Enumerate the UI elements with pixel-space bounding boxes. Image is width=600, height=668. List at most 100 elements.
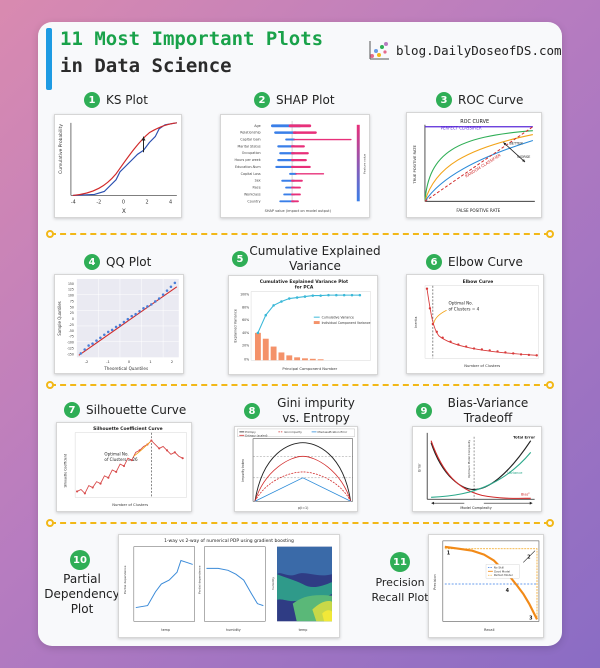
shap-plot-title: SHAP Plot bbox=[276, 93, 335, 107]
silhouette-annotation-1: Optimal No. bbox=[104, 451, 128, 456]
cev-label: 5 Cumulative Explained Variance bbox=[232, 244, 382, 274]
ks-xlabel: X bbox=[122, 209, 126, 215]
pr-legend-2: Good Model bbox=[494, 569, 511, 573]
bias-variance-label-line-1: Bias-Variance bbox=[447, 396, 529, 410]
bv-xlabel: Model Complexity bbox=[460, 506, 491, 510]
pdp-title: 1-way vs 2-way of numerical PDP using gr… bbox=[164, 538, 294, 544]
pdp-xlabel-2: humidity bbox=[226, 628, 241, 632]
bv-bias: Bias² bbox=[521, 492, 530, 496]
gini-entropy-plot: Entropy Gini impurity Misclassification … bbox=[234, 426, 358, 512]
qq-ytick-12: -125 bbox=[67, 346, 74, 350]
bv-variance: Variance bbox=[507, 471, 522, 475]
ks-plot-label: 1 KS Plot bbox=[84, 92, 148, 108]
bias-variance-plot: Total Error Variance Bias² Optimum Model… bbox=[412, 426, 542, 512]
gini-legend-3: Misclassification Error bbox=[317, 430, 347, 434]
pdp-plot: 1-way vs 2-way of numerical PDP using gr… bbox=[118, 534, 340, 638]
roc-plot: ROC CURVE PERFECT CLASSIFIER BETTER WORS… bbox=[406, 112, 542, 218]
qq-plot-title: QQ Plot bbox=[106, 255, 152, 269]
elbow-annotation-1: Optimal No. bbox=[449, 300, 473, 305]
cev-ytick-6: 0% bbox=[244, 357, 249, 361]
qq-ytick-7: 0 bbox=[72, 317, 74, 321]
qq-ytick-6: 25 bbox=[70, 311, 74, 315]
cev-bars bbox=[254, 332, 324, 361]
shap-feature-6: Hours per week bbox=[235, 158, 261, 162]
cev-label-line-1: Cumulative Explained bbox=[249, 244, 381, 258]
gini-legend-2: Gini impurity bbox=[284, 430, 302, 434]
shap-feature-12: Country bbox=[247, 199, 260, 203]
roc-ylabel: TRUE POSITIVE RATE bbox=[413, 145, 417, 185]
roc-perfect-label: PERFECT CLASSIFIER bbox=[441, 126, 482, 131]
silhouette-curve-title: Silhouette Curve bbox=[86, 403, 187, 417]
gini-entropy-label: 8 Gini impurity vs. Entropy bbox=[244, 396, 368, 426]
pdp-xlabel-1: temp bbox=[161, 628, 170, 632]
gini-legend-1: Entropy bbox=[245, 430, 256, 434]
gini-label-line-2: vs. Entropy bbox=[282, 411, 350, 425]
roc-curve-label: 3 ROC Curve bbox=[436, 92, 523, 108]
badge-2: 2 bbox=[254, 92, 270, 108]
precision-recall-label: Precision Recall Plot bbox=[364, 575, 436, 605]
title-line-1: 11 Most Important Plots bbox=[60, 28, 324, 50]
cev-legend-1: Cumulative Variance bbox=[322, 316, 354, 320]
title-accent-bar bbox=[46, 28, 52, 90]
precision-recall-plot: No Skill Good Model Perfect Model 1 2 3 … bbox=[428, 534, 544, 638]
qq-ytick-4: 75 bbox=[70, 299, 74, 303]
pr-legend-3: Perfect Model bbox=[494, 573, 513, 577]
qq-ytick-9: -50 bbox=[69, 329, 74, 333]
silhouette-xlabel: Number of Clusters bbox=[112, 503, 148, 507]
bv-total-error: Total Error bbox=[513, 436, 535, 440]
shap-feature-1: Age bbox=[254, 124, 260, 128]
pr-marker-3: 3 bbox=[529, 615, 533, 621]
cev-legend-2: Individual Component Variance bbox=[322, 321, 371, 325]
shap-feature-10: Race bbox=[253, 186, 261, 190]
ks-ylabel: Cumulative Probability bbox=[58, 124, 64, 174]
shap-feature-4: Marital Status bbox=[238, 144, 261, 148]
silhouette-ylabel: Silhouette Coefficient bbox=[63, 453, 67, 487]
badge-6: 6 bbox=[426, 254, 442, 270]
silhouette-plot: Silhouette Coefficient Curve Optimal No.… bbox=[56, 422, 192, 512]
bias-variance-label: 9 Bias-Variance Tradeoff bbox=[416, 396, 540, 426]
qq-ytick-3: 100 bbox=[68, 294, 74, 298]
qq-points bbox=[79, 281, 177, 355]
qq-ytick-13: -150 bbox=[67, 352, 74, 356]
pr-label-line-2: Recall Plot bbox=[371, 591, 429, 604]
elbow-annotation-2: of Clusters = 4 bbox=[449, 306, 480, 311]
qq-ylabel: Sample Quantiles bbox=[57, 301, 62, 335]
cev-ytick-2: 80% bbox=[242, 305, 249, 309]
ks-plot: Cumulative Probability X -4 -2 0 2 4 bbox=[54, 114, 182, 218]
pr-marker-2: 2 bbox=[527, 555, 530, 561]
bias-variance-label-line-2: Tradeoff bbox=[463, 411, 513, 425]
badge-9: 9 bbox=[416, 403, 432, 419]
gini-label-line-1: Gini impurity bbox=[277, 396, 355, 410]
shap-colorbar bbox=[356, 124, 360, 202]
shap-feature-9: Sex bbox=[255, 179, 261, 183]
scatter-logo-icon bbox=[369, 41, 389, 60]
ks-tick-4: 2 bbox=[145, 199, 148, 205]
elbow-xlabel: Number of Clusters bbox=[464, 364, 500, 368]
badge-10: 10 bbox=[70, 550, 90, 570]
qq-xtick-5: 2 bbox=[171, 360, 173, 364]
shap-beeswarm bbox=[270, 124, 352, 203]
blog-brand: blog.DailyDoseofDS.com bbox=[368, 39, 562, 61]
cev-ylabel: Explained Variance bbox=[233, 309, 237, 343]
pdp-label-line-1: Partial bbox=[63, 572, 101, 586]
shap-feature-5: Occupation bbox=[242, 151, 261, 155]
cev-ytick-5: 20% bbox=[242, 344, 249, 348]
cev-label-line-2: Variance bbox=[289, 259, 341, 273]
pr-xlabel: Recall bbox=[484, 628, 495, 632]
pr-marker-1: 1 bbox=[447, 551, 451, 557]
cev-plot: Cumulative Explained Variance Plot for P… bbox=[228, 275, 378, 375]
silhouette-title: Silhouette Coefficient Curve bbox=[93, 426, 162, 432]
pdp-label-line-2: Dependency bbox=[44, 587, 120, 601]
shap-colorbar-label: Feature value bbox=[363, 154, 367, 174]
roc-better-label: BETTER bbox=[509, 141, 523, 145]
elbow-curve-label: 6 Elbow Curve bbox=[426, 254, 523, 270]
badge-5: 5 bbox=[232, 251, 248, 267]
infographic-card: 11 Most Important Plots in Data Science … bbox=[38, 22, 562, 646]
qq-plot-label: 4 QQ Plot bbox=[84, 254, 151, 270]
cev-ytick-4: 40% bbox=[242, 331, 249, 335]
title-line-2: in Data Science bbox=[60, 55, 232, 77]
cev-ytick-3: 60% bbox=[242, 318, 249, 322]
badge-8: 8 bbox=[244, 403, 260, 419]
roc-curve-title: ROC Curve bbox=[458, 93, 524, 107]
shap-feature-11: Workclass bbox=[244, 192, 261, 196]
